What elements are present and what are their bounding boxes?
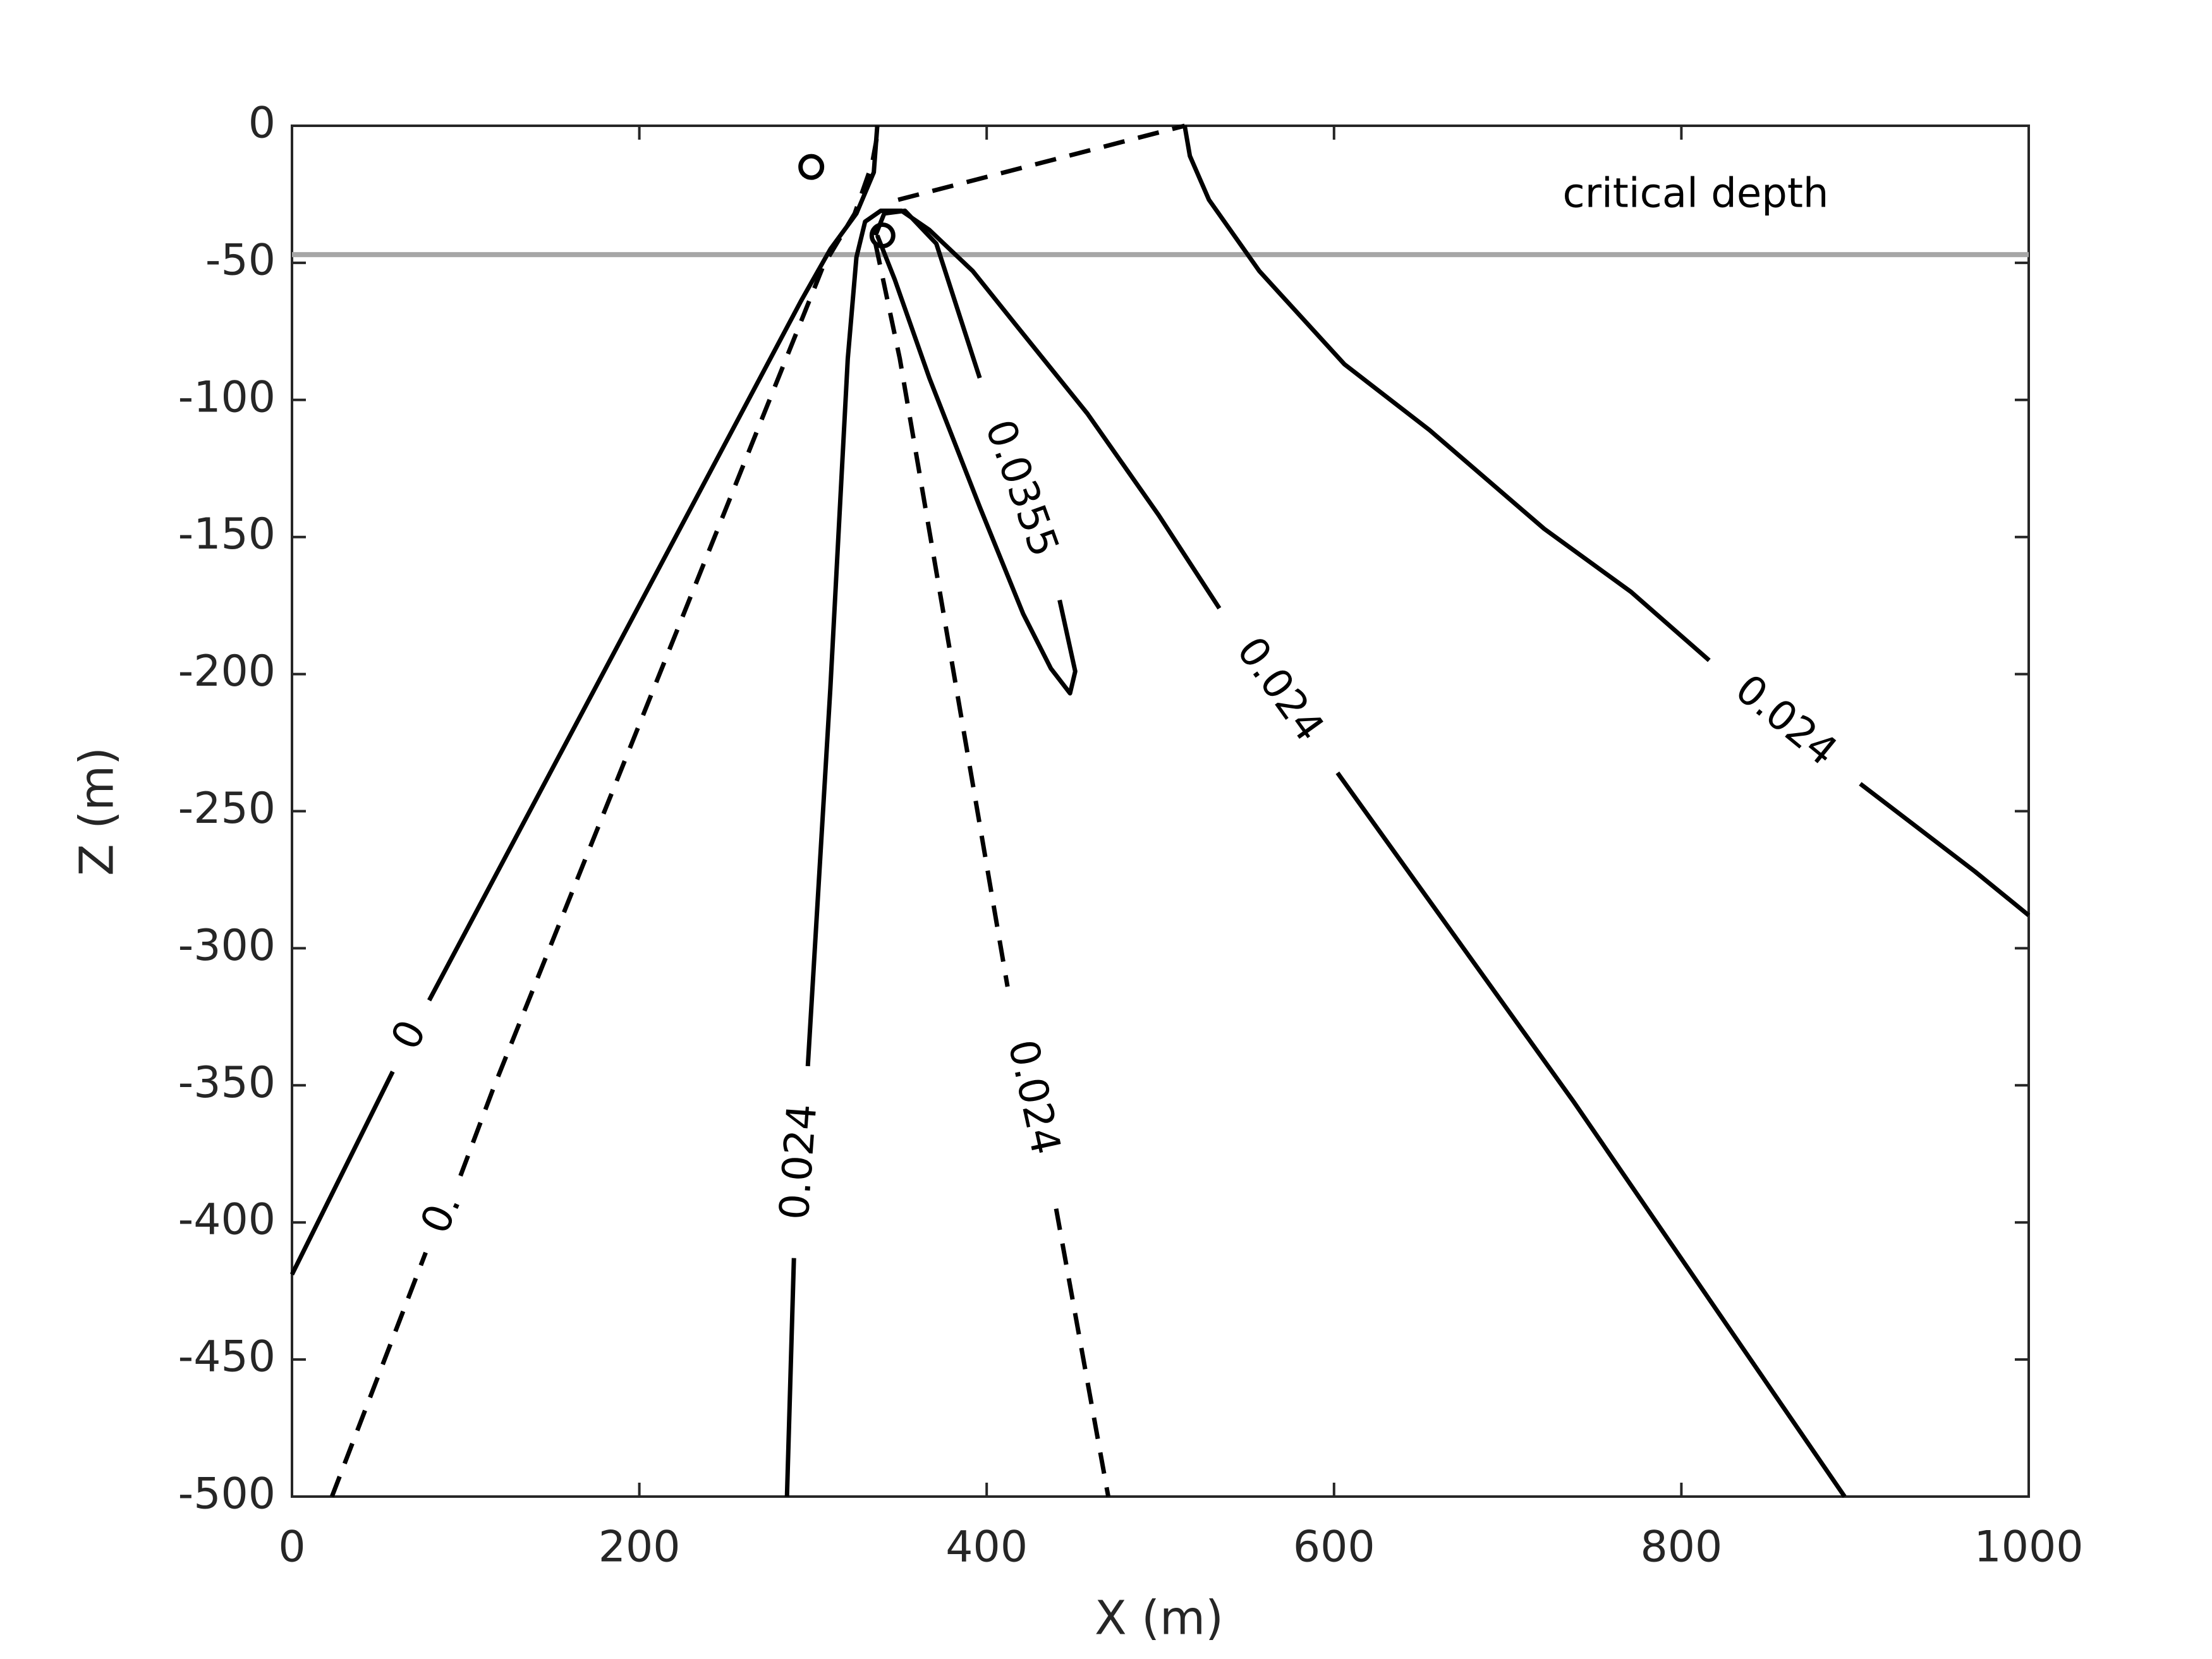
x-axis-label: X (m) — [1095, 1591, 1224, 1646]
x-tick-label: 200 — [599, 1522, 681, 1572]
x-tick-label: 400 — [945, 1522, 1028, 1572]
y-axis-label: Z (m) — [70, 747, 125, 876]
marker — [798, 154, 825, 180]
contour-line — [329, 125, 882, 1498]
y-tick-label: -50 — [205, 235, 276, 285]
y-tick-label: -350 — [178, 1058, 276, 1108]
y-tick-label: -400 — [178, 1195, 276, 1245]
contour-line — [873, 243, 1111, 1497]
contour-line — [897, 123, 1186, 202]
y-tick-label: -200 — [178, 647, 276, 696]
marker — [869, 222, 896, 249]
y-tick-label: -100 — [178, 372, 276, 422]
y-tick-label: -500 — [178, 1469, 276, 1519]
y-tick-label: -150 — [178, 509, 276, 559]
contour-label: 0.024 — [771, 1102, 826, 1221]
x-tick-label: 600 — [1293, 1522, 1375, 1572]
y-tick-label: -250 — [178, 784, 276, 834]
y-tick-label: -450 — [178, 1332, 276, 1382]
x-tick-label: 0 — [278, 1522, 305, 1572]
x-tick-label: 800 — [1641, 1522, 1723, 1572]
x-tick-label: 1000 — [1974, 1522, 2083, 1572]
contour-line — [1182, 125, 2031, 918]
y-tick-label: -300 — [178, 921, 276, 971]
contour-line — [873, 209, 1078, 696]
reference-label: critical depth — [1563, 171, 1829, 217]
contour-line — [289, 125, 880, 1276]
y-tick-label: 0 — [248, 99, 276, 149]
